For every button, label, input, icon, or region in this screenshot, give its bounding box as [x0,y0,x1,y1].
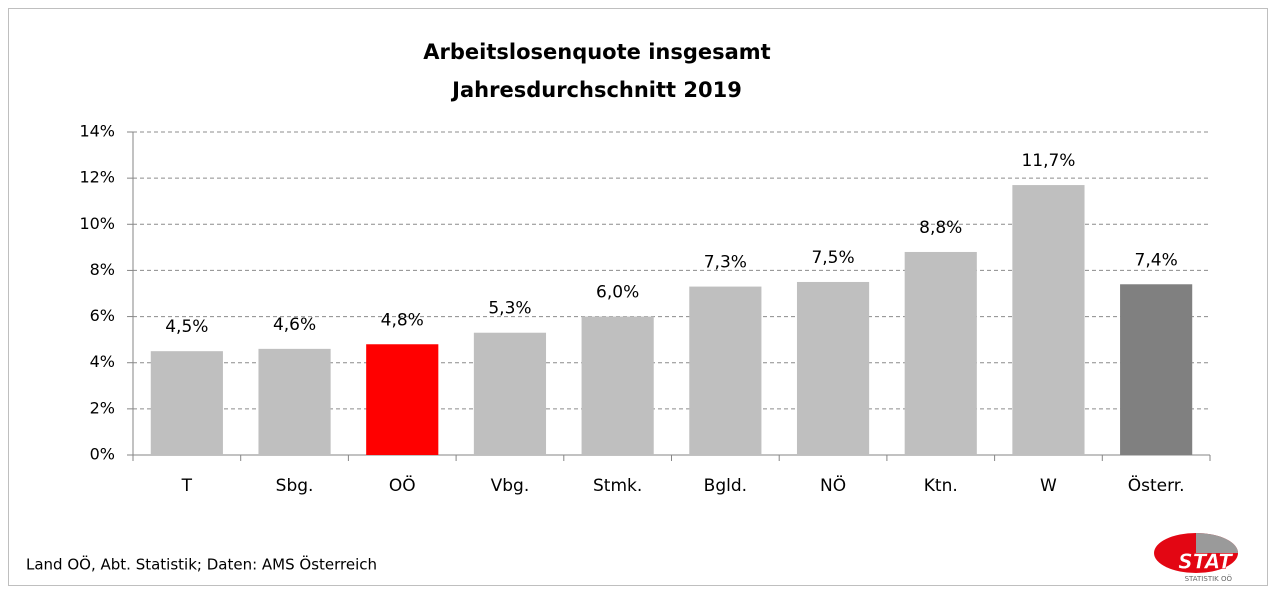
bar [904,251,977,455]
data-label: 7,3% [704,253,747,273]
logo: STAT STATISTIK OÖ [1154,533,1238,583]
x-tick-label: Bgld. [704,476,747,496]
data-label: 7,4% [1135,250,1178,270]
y-tick-label: 6% [90,306,115,325]
bar [1012,185,1085,456]
x-tick-label: Sbg. [276,476,314,496]
data-label: 8,8% [919,218,962,238]
x-tick-label: Stmk. [593,476,642,496]
y-tick-label: 12% [79,168,115,187]
data-label: 5,3% [488,299,531,319]
chart-subtitle: Jahresdurchschnitt 2019 [450,78,742,102]
data-label: 4,8% [381,310,424,330]
data-label: 11,7% [1021,151,1075,171]
logo-text: STAT [1178,550,1233,574]
y-tick-label: 14% [79,122,115,141]
y-tick-label: 2% [90,398,115,417]
source-note: Land OÖ, Abt. Statistik; Daten: AMS Öste… [26,555,377,574]
x-tick-label: Vbg. [491,476,530,496]
y-tick-label: 10% [79,214,115,233]
bar [258,348,331,455]
x-tick-label: T [181,476,193,496]
x-tick-label: Ktn. [924,476,958,496]
x-tick-label: W [1040,476,1057,496]
chart-title: Arbeitslosenquote insgesamt [423,40,770,64]
bar [1120,284,1193,455]
y-tick-label: 8% [90,260,115,279]
logo-shape [1196,533,1238,553]
x-tick-label: Österr. [1128,474,1185,496]
bar [150,351,223,455]
y-tick-label: 0% [90,445,115,464]
logo-subtext: STATISTIK OÖ [1185,574,1233,583]
data-label: 4,6% [273,315,316,335]
bar [366,344,439,455]
x-tick-label: OÖ [389,474,416,496]
x-tick-label: NÖ [820,474,846,496]
bar [473,332,547,455]
bar [796,281,870,455]
data-label: 7,5% [811,248,854,268]
y-tick-label: 4% [90,352,115,371]
bar [581,316,654,455]
data-label: 4,5% [165,317,208,337]
data-label: 6,0% [596,283,639,303]
bar [689,286,762,455]
